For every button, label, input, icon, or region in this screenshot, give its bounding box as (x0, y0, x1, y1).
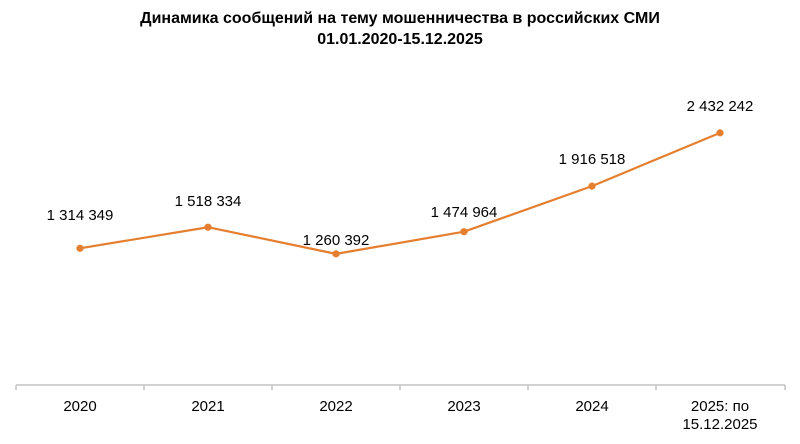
data-label-2023: 1 474 964 (430, 204, 498, 221)
chart-title-main: Динамика сообщений на тему мошенничества… (140, 10, 660, 27)
x-tick-label-2024: 2024 (575, 398, 609, 415)
x-tick-label-2025: 2025: по 15.12.2025 (656, 398, 784, 434)
series-line (79, 131, 721, 255)
chart-title: Динамика сообщений на тему мошенничества… (0, 8, 800, 50)
data-point-marker (204, 223, 212, 231)
data-label-2020: 1 314 349 (46, 207, 114, 224)
series-markers (76, 129, 724, 258)
data-label-2024: 1 916 518 (558, 151, 626, 168)
data-point-marker (332, 250, 340, 258)
x-axis-ticks (15, 385, 786, 390)
x-tick-label-2025-line2: 15.12.2025 (682, 416, 758, 433)
data-label-2021: 1 518 334 (174, 193, 242, 210)
x-tick-label-2020: 2020 (63, 398, 97, 415)
data-label-2022: 1 260 392 (302, 232, 370, 249)
data-point-marker (460, 228, 468, 236)
x-tick-label-2023: 2023 (447, 398, 481, 415)
chart-subtitle: 01.01.2020-15.12.2025 (317, 31, 483, 48)
data-label-2025: 2 432 242 (686, 98, 754, 115)
data-point-marker (76, 244, 84, 252)
x-tick-label-2022: 2022 (319, 398, 353, 415)
data-point-marker (716, 129, 724, 137)
x-tick-label-2021: 2021 (191, 398, 225, 415)
x-tick-label-2025-line1: 2025: по (690, 398, 750, 415)
data-point-marker (588, 182, 596, 190)
